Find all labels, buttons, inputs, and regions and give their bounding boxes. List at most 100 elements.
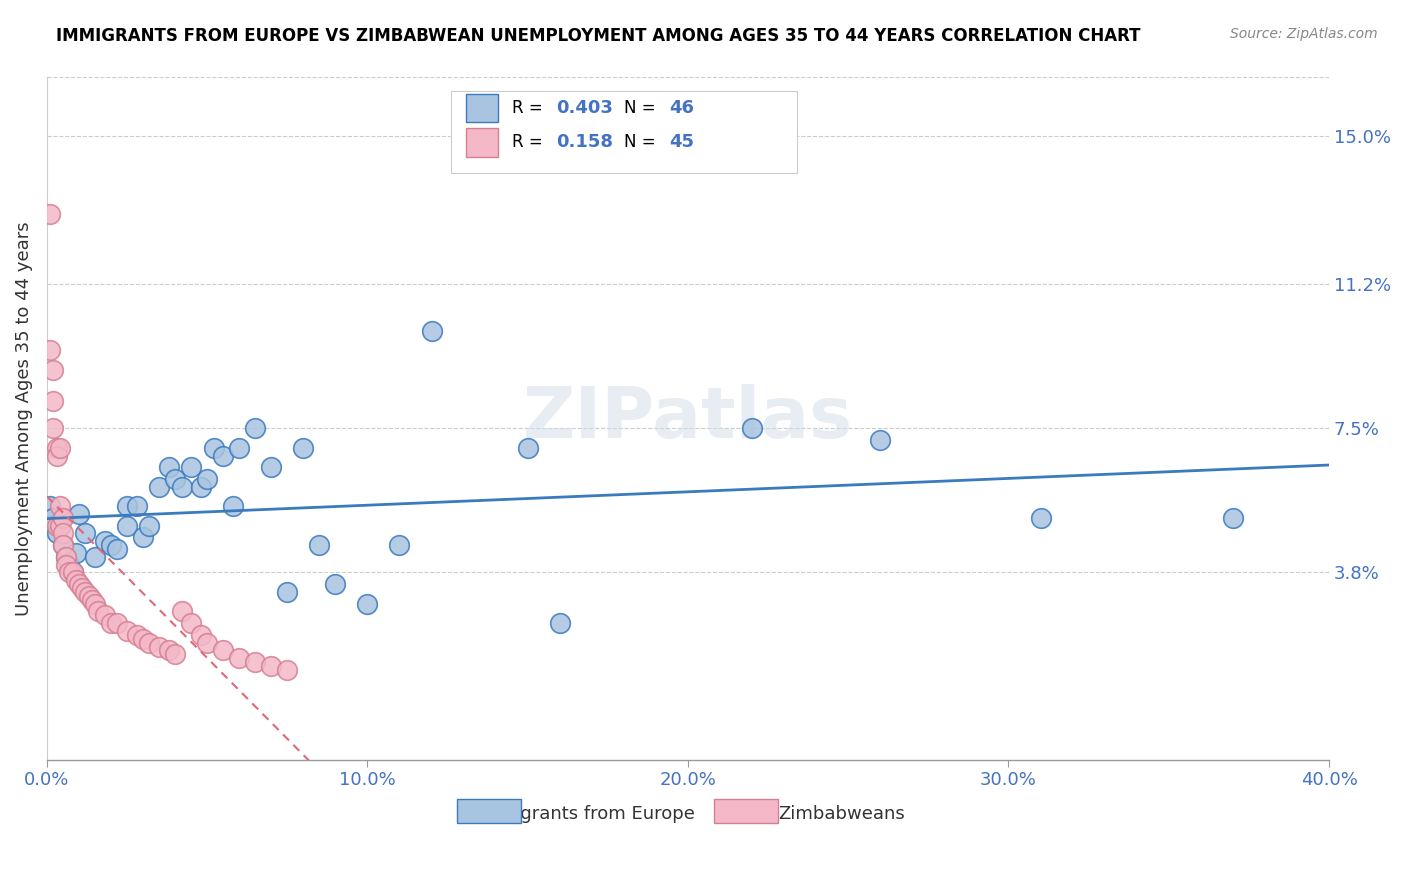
Point	[52, 511, 75, 525]
Point	[170, 604, 193, 618]
Text: ZIPatlas: ZIPatlas	[523, 384, 853, 453]
Text: 46: 46	[669, 99, 693, 117]
Point	[741, 421, 763, 435]
Point	[292, 441, 315, 455]
Point	[39, 207, 62, 221]
Point	[260, 460, 283, 475]
Point	[39, 343, 62, 358]
Point	[180, 616, 202, 631]
Point	[77, 589, 100, 603]
Point	[42, 393, 65, 408]
Point	[180, 460, 202, 475]
Point	[548, 616, 571, 631]
Point	[157, 643, 180, 657]
Point	[212, 449, 235, 463]
Text: Immigrants from Europe: Immigrants from Europe	[475, 805, 696, 823]
Point	[388, 538, 411, 552]
Point	[195, 472, 218, 486]
Point	[93, 534, 115, 549]
Point	[52, 526, 75, 541]
Point	[70, 581, 93, 595]
Point	[52, 538, 75, 552]
FancyBboxPatch shape	[714, 799, 778, 823]
Point	[80, 592, 103, 607]
Point	[55, 558, 77, 572]
Point	[42, 363, 65, 377]
Point	[170, 480, 193, 494]
Point	[48, 518, 70, 533]
Point	[157, 460, 180, 475]
Point	[228, 651, 250, 665]
Point	[190, 480, 212, 494]
Point	[48, 518, 70, 533]
Point	[52, 538, 75, 552]
Point	[65, 573, 87, 587]
Point	[48, 441, 70, 455]
Point	[45, 441, 67, 455]
Point	[195, 635, 218, 649]
Point	[190, 628, 212, 642]
Point	[65, 546, 87, 560]
Point	[93, 608, 115, 623]
Point	[420, 324, 443, 338]
FancyBboxPatch shape	[467, 128, 498, 157]
Point	[42, 421, 65, 435]
Point	[165, 648, 187, 662]
Point	[100, 538, 122, 552]
Point	[62, 566, 84, 580]
Point	[45, 518, 67, 533]
Text: Zimbabweans: Zimbabweans	[779, 805, 905, 823]
Point	[87, 604, 110, 618]
Point	[148, 640, 170, 654]
Point	[165, 472, 187, 486]
Y-axis label: Unemployment Among Ages 35 to 44 years: Unemployment Among Ages 35 to 44 years	[15, 221, 32, 615]
Point	[202, 441, 225, 455]
Text: 0.403: 0.403	[555, 99, 613, 117]
Point	[55, 549, 77, 564]
Point	[228, 441, 250, 455]
Text: Source: ZipAtlas.com: Source: ZipAtlas.com	[1230, 27, 1378, 41]
Point	[212, 643, 235, 657]
Point	[75, 585, 97, 599]
FancyBboxPatch shape	[467, 94, 498, 122]
Point	[869, 433, 891, 447]
Text: N =: N =	[624, 99, 661, 117]
Point	[75, 526, 97, 541]
Point	[325, 577, 347, 591]
Point	[222, 499, 245, 513]
Point	[115, 624, 138, 638]
Point	[58, 566, 80, 580]
Point	[39, 499, 62, 513]
Point	[245, 421, 267, 435]
Point	[67, 577, 90, 591]
Point	[107, 542, 129, 557]
Text: R =: R =	[512, 99, 548, 117]
Point	[125, 499, 148, 513]
Point	[115, 518, 138, 533]
Point	[516, 441, 538, 455]
Point	[1222, 511, 1244, 525]
Point	[58, 558, 80, 572]
Point	[132, 530, 155, 544]
Point	[138, 518, 160, 533]
Point	[84, 549, 107, 564]
Text: 45: 45	[669, 133, 693, 152]
Point	[48, 499, 70, 513]
Point	[115, 499, 138, 513]
Text: IMMIGRANTS FROM EUROPE VS ZIMBABWEAN UNEMPLOYMENT AMONG AGES 35 TO 44 YEARS CORR: IMMIGRANTS FROM EUROPE VS ZIMBABWEAN UNE…	[56, 27, 1140, 45]
Point	[1029, 511, 1052, 525]
FancyBboxPatch shape	[451, 91, 797, 173]
Point	[45, 526, 67, 541]
Point	[45, 449, 67, 463]
Text: 0.158: 0.158	[555, 133, 613, 152]
Text: N =: N =	[624, 133, 661, 152]
Point	[260, 659, 283, 673]
Point	[308, 538, 330, 552]
FancyBboxPatch shape	[457, 799, 522, 823]
Point	[62, 566, 84, 580]
Point	[276, 585, 298, 599]
Point	[245, 655, 267, 669]
Point	[107, 616, 129, 631]
Point	[148, 480, 170, 494]
Text: R =: R =	[512, 133, 548, 152]
